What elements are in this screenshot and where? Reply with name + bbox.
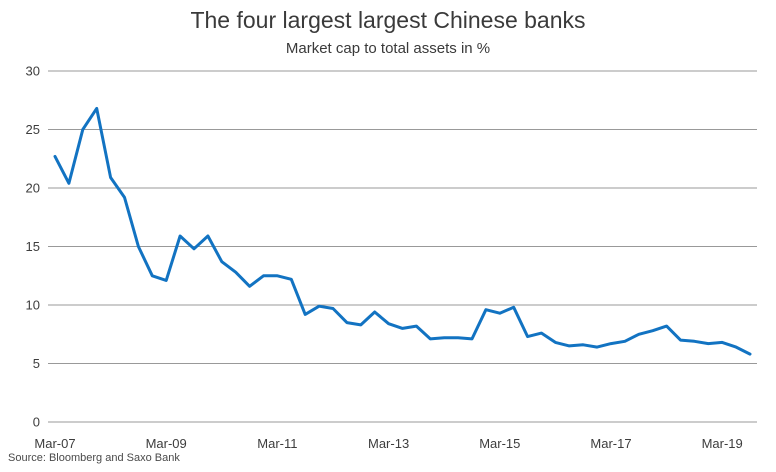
x-axis-label-mar-17: Mar-17 bbox=[590, 436, 631, 451]
y-axis-label-10: 10 bbox=[26, 298, 40, 313]
y-axis-label-25: 25 bbox=[26, 122, 40, 137]
y-axis-label-20: 20 bbox=[26, 181, 40, 196]
y-axis-label-5: 5 bbox=[33, 356, 40, 371]
x-axis-label-mar-09: Mar-09 bbox=[146, 436, 187, 451]
data-series-line bbox=[53, 106, 752, 356]
chart-subtitle: Market cap to total assets in % bbox=[285, 40, 491, 57]
x-axis-label-mar-07: Mar-07 bbox=[34, 436, 75, 451]
x-axis-label-mar-15: Mar-15 bbox=[479, 436, 520, 451]
y-axis-label-15: 15 bbox=[26, 239, 40, 254]
source-note: Source: Bloomberg and Saxo Bank bbox=[8, 452, 180, 464]
chart-title: The four largest largest Chinese banks bbox=[190, 7, 586, 33]
x-axis-label-mar-19: Mar-19 bbox=[702, 436, 743, 451]
y-axis-label-0: 0 bbox=[33, 415, 40, 430]
x-axis-label-mar-13: Mar-13 bbox=[368, 436, 409, 451]
x-axis-label-mar-11: Mar-11 bbox=[257, 436, 297, 451]
y-axis-label-30: 30 bbox=[26, 64, 40, 79]
